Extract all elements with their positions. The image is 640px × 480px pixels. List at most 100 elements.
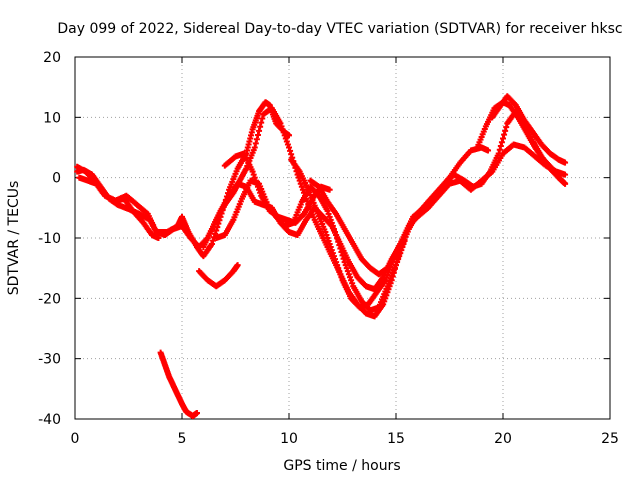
- series-arc-5: [196, 262, 241, 290]
- data-point: [332, 228, 339, 235]
- y-tick-label: 10: [43, 110, 61, 126]
- data-point: [501, 131, 508, 138]
- data-point: [346, 274, 353, 281]
- series-arc-8: [221, 150, 333, 226]
- data-point: [562, 171, 569, 178]
- data-point: [322, 228, 329, 235]
- data-point: [325, 210, 332, 217]
- data-point: [326, 213, 333, 220]
- data-point: [256, 186, 263, 193]
- data-point: [324, 235, 331, 241]
- chart-title: Day 099 of 2022, Sidereal Day-to-day VTE…: [57, 21, 622, 37]
- data-point: [257, 123, 264, 130]
- data-point: [281, 132, 288, 139]
- data-point: [251, 174, 258, 181]
- data-point: [498, 139, 505, 146]
- data-point: [212, 230, 219, 237]
- data-point: [254, 183, 261, 190]
- data-point: [334, 235, 341, 242]
- data-point: [345, 271, 352, 278]
- data-point: [277, 120, 284, 127]
- data-point: [502, 127, 509, 134]
- data-point: [338, 274, 345, 281]
- data-point: [496, 146, 503, 153]
- data-point: [326, 241, 333, 248]
- data-point: [282, 135, 289, 142]
- data-point: [328, 219, 335, 226]
- data-point: [348, 277, 355, 284]
- data-point: [193, 409, 200, 416]
- data-point: [287, 147, 294, 154]
- x-axis-label: GPS time / hours: [283, 458, 400, 474]
- data-point: [251, 144, 258, 151]
- x-tick-label: 15: [387, 431, 405, 447]
- data-point: [497, 142, 504, 149]
- data-point: [324, 207, 331, 214]
- data-point: [284, 141, 291, 148]
- x-tick-labels: 0 5 10 15 20 25: [71, 431, 619, 447]
- data-point: [257, 189, 264, 196]
- data-point: [330, 253, 337, 260]
- data-point: [286, 144, 292, 151]
- y-tick-label: -10: [38, 231, 61, 247]
- data-point: [500, 135, 506, 142]
- data-point: [338, 248, 345, 255]
- data-point: [259, 115, 266, 122]
- data-point: [337, 245, 344, 252]
- data-point: [258, 119, 265, 126]
- data-point: [329, 250, 336, 257]
- data-point: [256, 127, 263, 134]
- data-point: [299, 186, 306, 193]
- series-arc-12: [489, 93, 569, 166]
- data-point: [254, 132, 261, 139]
- data-point: [335, 238, 342, 245]
- data-point: [332, 256, 339, 263]
- data-point: [210, 237, 217, 244]
- data-point: [253, 180, 260, 187]
- data-point: [253, 136, 260, 143]
- data-point: [250, 171, 257, 178]
- grid: [75, 57, 610, 419]
- data-points: [74, 93, 569, 419]
- data-point: [503, 124, 510, 131]
- series-arc-13: [157, 349, 200, 419]
- data-point: [252, 177, 259, 184]
- data-point: [336, 268, 343, 275]
- data-point: [279, 126, 286, 133]
- data-point: [337, 271, 344, 278]
- y-tick-label: 0: [52, 171, 61, 187]
- data-point: [327, 244, 334, 251]
- data-point: [323, 231, 330, 238]
- y-tick-label: -40: [38, 412, 61, 428]
- data-point: [326, 186, 333, 193]
- data-point: [234, 262, 241, 269]
- data-point: [342, 262, 349, 269]
- series-arc-10: [307, 108, 569, 278]
- x-tick-label: 25: [601, 431, 619, 447]
- data-point: [330, 225, 337, 232]
- data-point: [288, 151, 295, 158]
- data-point: [349, 280, 356, 287]
- series-arc-4: [161, 105, 492, 320]
- y-tick-label: -30: [38, 352, 61, 368]
- data-point: [280, 129, 287, 136]
- data-point: [335, 265, 342, 272]
- data-point: [298, 183, 305, 190]
- data-point: [333, 231, 340, 238]
- data-point: [327, 216, 334, 223]
- x-tick-label: 10: [280, 431, 298, 447]
- data-point: [343, 265, 350, 272]
- data-point: [485, 147, 492, 154]
- y-tick-label: -20: [38, 291, 61, 307]
- y-tick-labels: -40 -30 -20 -10 0 10 20: [38, 50, 61, 428]
- data-point: [155, 235, 162, 241]
- y-axis-label: SDTVAR / TECUs: [6, 181, 22, 296]
- data-point: [339, 252, 346, 259]
- x-tick-label: 0: [71, 431, 80, 447]
- series-arc-11: [474, 99, 569, 187]
- data-point: [495, 150, 502, 157]
- data-point: [336, 242, 343, 249]
- data-point: [333, 259, 340, 266]
- x-tick-label: 5: [178, 431, 187, 447]
